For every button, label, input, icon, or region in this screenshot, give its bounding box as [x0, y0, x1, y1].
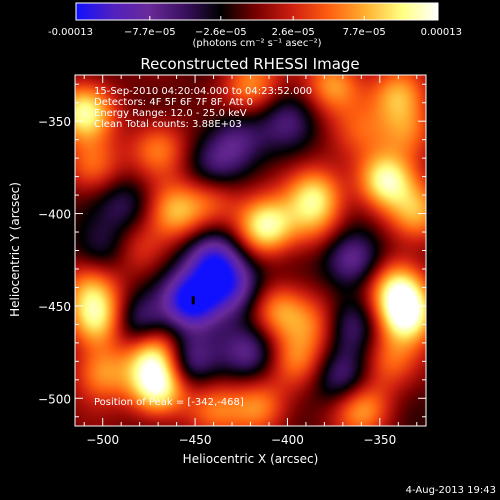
x-tick-label: −500	[86, 433, 119, 447]
colorbar-tick-label: −7.7e−05	[124, 27, 176, 38]
axis-ticks: −500 −450 −400 −350 −350 −400 −450 −500	[38, 75, 426, 447]
x-tick-label: −450	[179, 433, 212, 447]
colorbar-area: -0.00013 −7.7e−05 −2.6e−05 2.6e−05 7.7e−05 0.…	[48, 2, 462, 49]
colorbar-tick-label: 2.6e−05	[272, 27, 315, 38]
colorbar-unit-label: (photons cm⁻² s⁻¹ asec⁻²)	[192, 38, 321, 49]
footer-timestamp: 4-Aug-2013 19:43	[405, 485, 496, 496]
y-tick-label: −500	[38, 392, 71, 406]
annotation-time-range: 15-Sep-2010 04:20:04.000 to 04:23:52.000	[94, 86, 313, 97]
x-tick-label: −400	[271, 433, 304, 447]
colorbar-tick-label: -0.00013	[48, 27, 93, 38]
y-tick-label: −350	[38, 115, 71, 129]
annotation-counts: Clean Total counts: 3.88E+03	[94, 119, 242, 130]
annotation-block: 15-Sep-2010 04:20:04.000 to 04:23:52.000…	[94, 86, 312, 130]
colorbar-ticks: -0.00013 −7.7e−05 −2.6e−05 2.6e−05 7.7e−05 0.…	[48, 16, 462, 38]
colorbar	[75, 2, 439, 21]
y-axis-title: Heliocentric Y (arcsec)	[8, 182, 22, 317]
colorbar-tick-label: −2.6e−05	[195, 27, 247, 38]
colorbar-tick-label: 0.00013	[421, 27, 462, 38]
peak-marker	[191, 296, 195, 305]
peak-position-label: Position of Peak = [-342,-468]	[94, 397, 244, 408]
colorbar-tick-label: 7.7e−05	[343, 27, 386, 38]
y-tick-label: −400	[38, 208, 71, 222]
chart-title: Reconstructed RHESSI Image	[140, 55, 360, 73]
annotation-energy-range: Energy Range: 12.0 - 25.0 keV	[94, 108, 247, 119]
y-tick-label: −450	[38, 300, 71, 314]
annotation-detectors: Detectors: 4F 5F 6F 7F 8F, Att 0	[94, 97, 254, 108]
heatmap-image	[75, 75, 426, 426]
x-axis-title: Heliocentric X (arcsec)	[182, 452, 319, 466]
x-tick-label: −350	[363, 433, 396, 447]
